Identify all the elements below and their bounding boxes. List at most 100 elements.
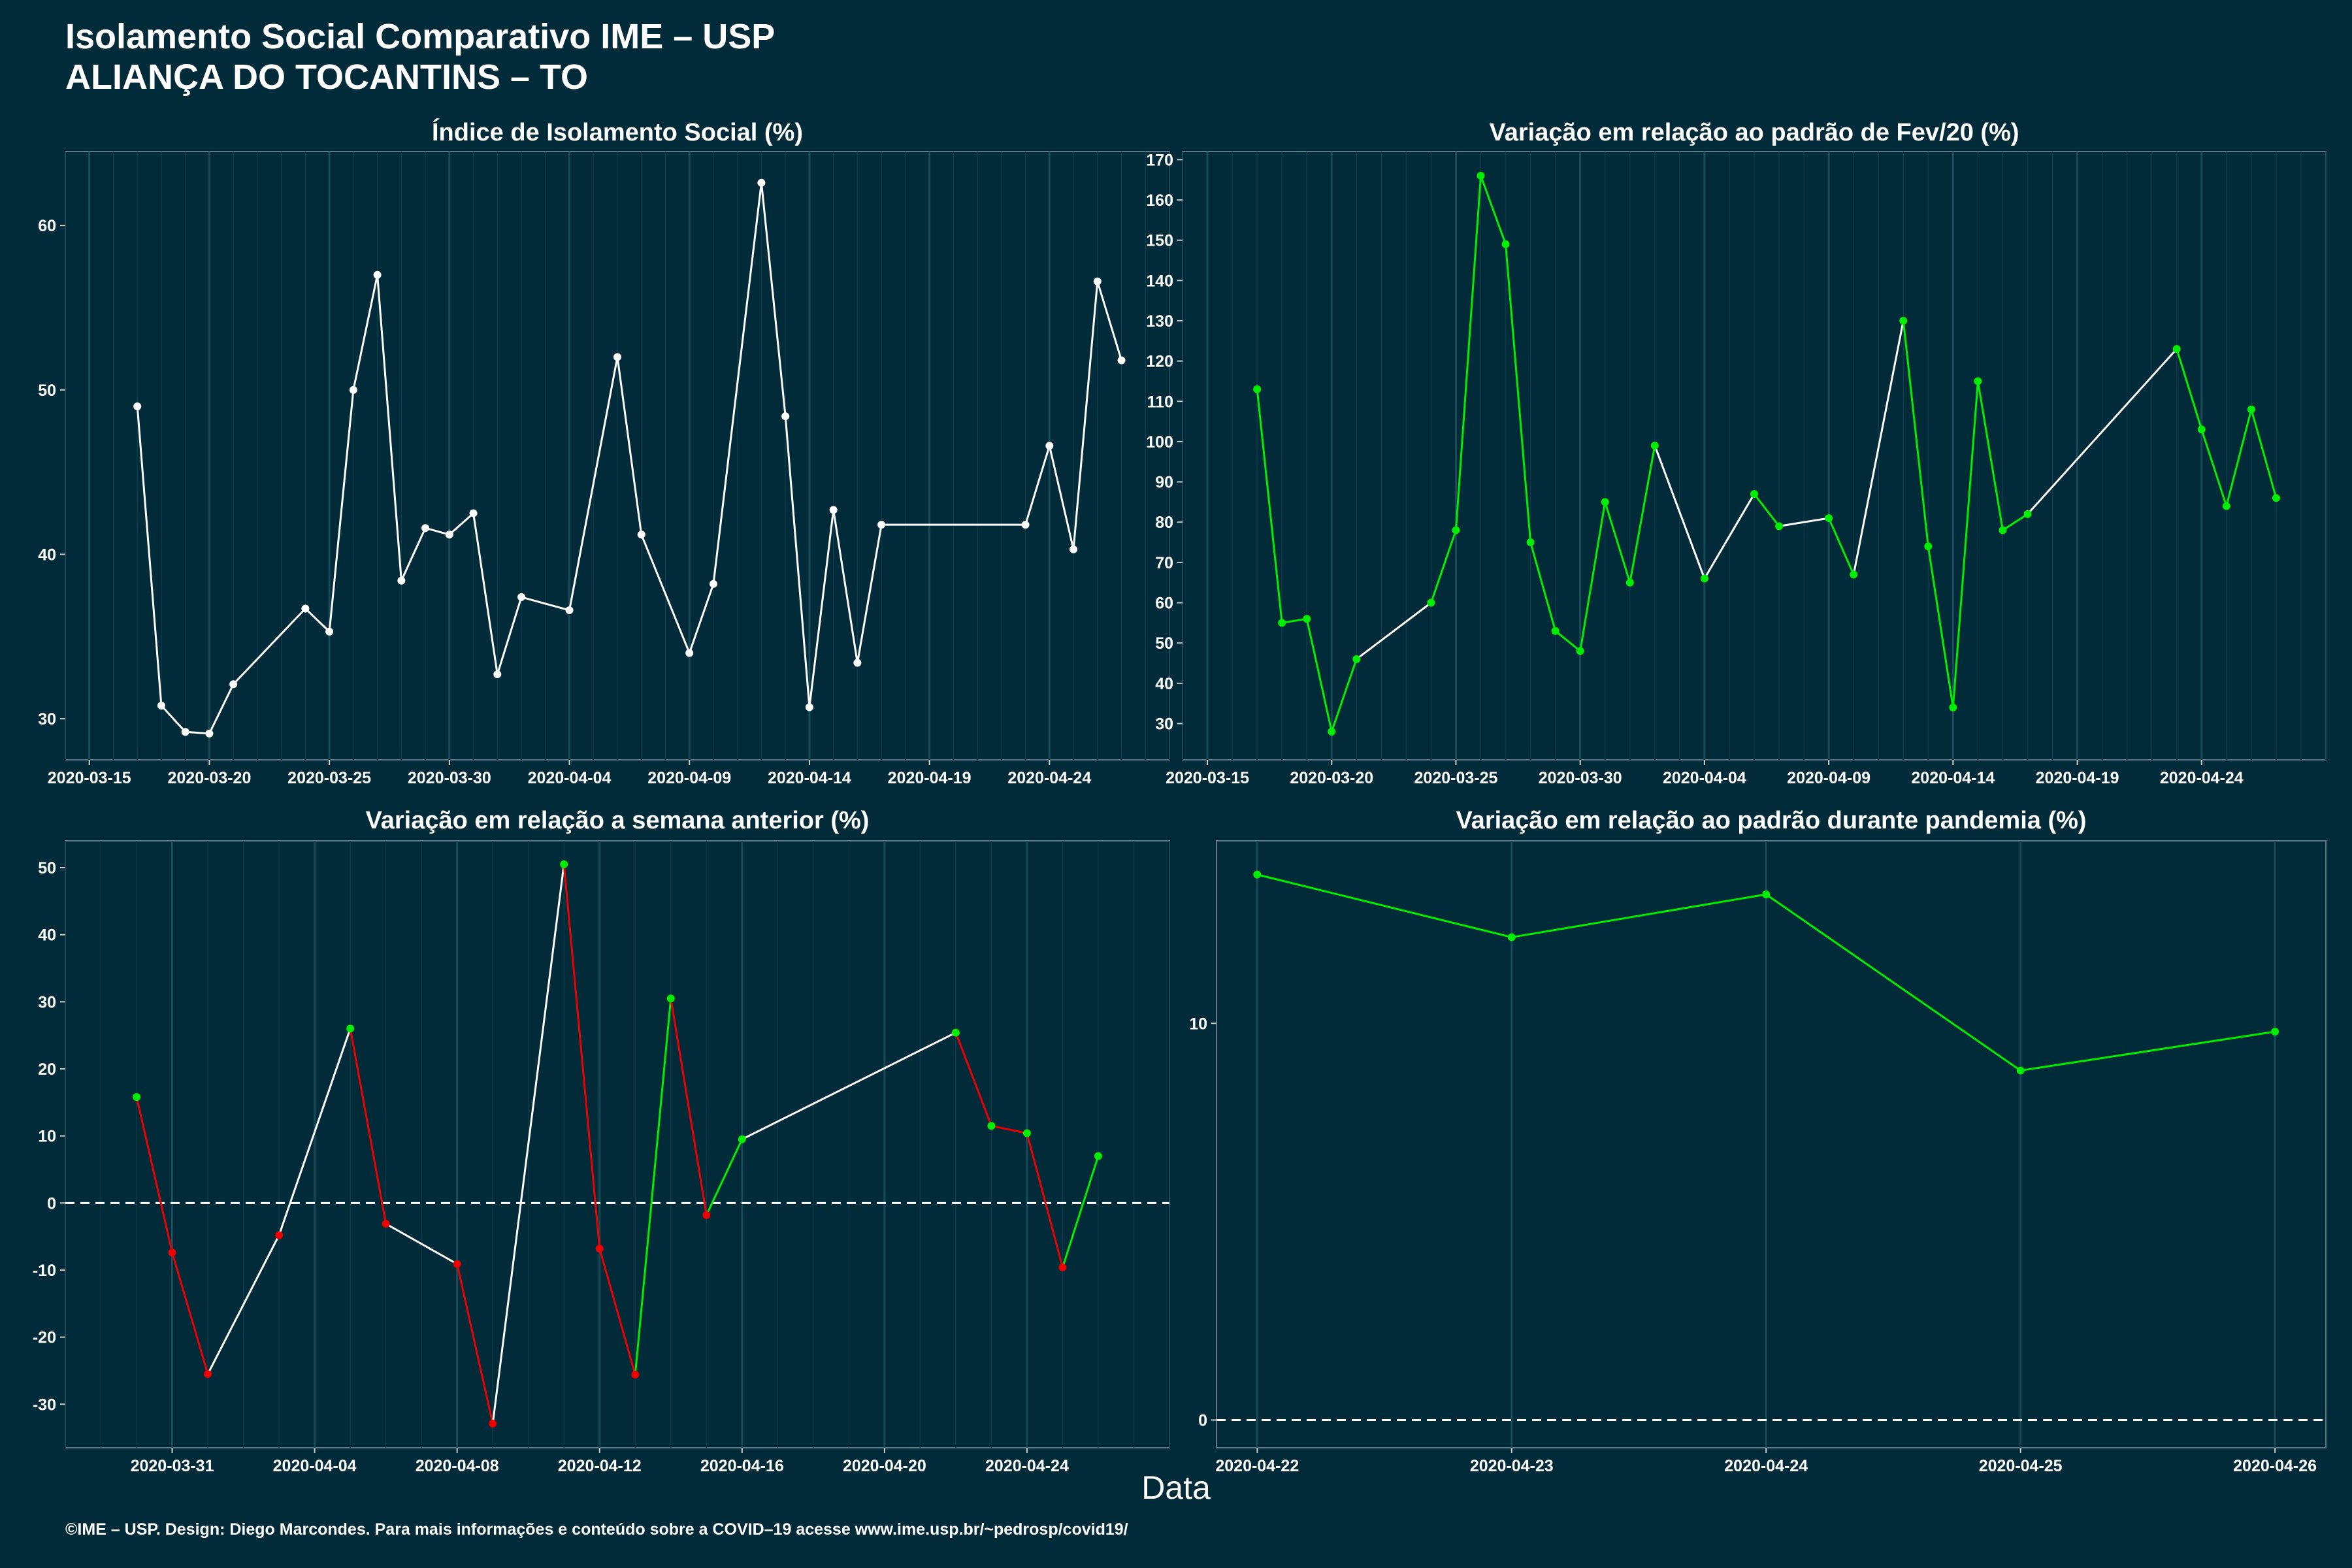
data-point	[2016, 1066, 2025, 1075]
series-segment	[491, 864, 565, 1424]
x-tick-label: 2020-04-22	[1215, 1457, 1299, 1475]
series-segment	[496, 596, 523, 675]
series-segment	[1629, 445, 1656, 583]
data-point	[2172, 345, 2181, 353]
data-point	[685, 649, 694, 657]
series-segment	[1827, 517, 1855, 575]
y-tick-label: 40	[1155, 675, 1173, 693]
data-point	[469, 509, 478, 517]
data-point	[1974, 377, 1982, 385]
data-point	[709, 580, 717, 588]
data-point	[382, 1220, 390, 1228]
series-segment	[1529, 542, 1557, 632]
data-point	[1924, 542, 1933, 551]
y-tick-label: 20	[38, 1060, 56, 1079]
x-tick-label: 2020-03-15	[48, 769, 131, 787]
series-segment	[400, 527, 427, 581]
y-tick-label: 60	[38, 217, 56, 235]
series-segment	[616, 357, 643, 535]
series-segment	[1096, 281, 1122, 361]
panel-title: Índice de Isolamento Social (%)	[432, 118, 803, 146]
series-segment	[2250, 409, 2278, 498]
series-segment	[856, 524, 883, 663]
data-point	[301, 604, 310, 613]
series-segment	[1765, 893, 2021, 1071]
data-point	[1551, 627, 1560, 635]
x-tick-label: 2020-04-12	[558, 1457, 642, 1475]
series-segment	[1256, 389, 1283, 623]
data-point	[275, 1231, 284, 1239]
series-segment	[448, 512, 474, 536]
data-point	[781, 412, 790, 421]
data-point	[204, 1370, 212, 1379]
y-tick-label: 0	[1198, 1411, 1207, 1429]
series-segment	[1505, 244, 1532, 543]
data-point	[346, 1024, 355, 1033]
data-point	[565, 606, 574, 615]
data-point	[1899, 316, 1908, 325]
series-segment	[1952, 381, 1979, 708]
y-tick-label: 30	[1155, 715, 1173, 734]
series-segment	[1927, 546, 1954, 708]
x-tick-label: 2020-03-25	[1414, 769, 1498, 787]
data-point	[1058, 1263, 1067, 1271]
data-point	[373, 270, 382, 279]
series-segment	[2225, 409, 2253, 506]
x-tick-label: 2020-04-04	[1663, 769, 1746, 787]
chart-panel-2: 30 40 50 60 70 80 90 100 110 120 130 140 150 160 170 20…	[1146, 119, 2327, 787]
series-segment	[160, 704, 186, 733]
data-point	[325, 627, 334, 636]
series-segment	[808, 510, 835, 708]
series-segment	[1511, 893, 1767, 939]
plot-area	[1216, 840, 2327, 1448]
y-tick-label: 70	[1155, 554, 1173, 572]
x-tick-label: 2020-04-24	[1724, 1457, 1808, 1475]
data-point	[1477, 171, 1485, 180]
data-point	[1999, 526, 2007, 534]
data-point	[853, 659, 862, 667]
data-point	[1501, 240, 1510, 248]
series-segment	[1554, 630, 1581, 652]
x-axis-label: Data	[1141, 1469, 1211, 1506]
data-point	[1328, 727, 1336, 736]
y-tick-label: 40	[38, 926, 56, 945]
data-point	[157, 701, 165, 710]
data-point	[1070, 545, 1078, 553]
series-segment	[1753, 493, 1780, 527]
data-point	[168, 1249, 176, 1257]
series-segment	[1256, 874, 1512, 939]
data-point	[397, 576, 406, 585]
data-point	[1762, 890, 1771, 898]
y-tick-label: 170	[1146, 151, 1173, 169]
y-tick-label: 90	[1155, 474, 1173, 492]
y-tick-label: 50	[38, 382, 56, 400]
series-segment	[1703, 493, 1756, 580]
x-tick-label: 2020-04-08	[416, 1457, 499, 1475]
data-point	[1253, 870, 1262, 879]
data-point	[133, 1093, 141, 1102]
data-point	[1117, 356, 1126, 365]
series-segment	[1072, 281, 1099, 550]
data-point	[987, 1122, 996, 1130]
y-tick-label: 130	[1146, 312, 1173, 331]
x-tick-label: 2020-03-20	[167, 769, 251, 787]
series-segment	[2027, 348, 2178, 515]
data-point	[1278, 619, 1286, 627]
series-segment	[1048, 446, 1075, 550]
data-point	[613, 353, 621, 361]
series-segment	[1330, 659, 1358, 732]
x-tick-label: 2020-04-09	[1787, 769, 1870, 787]
series-segment	[760, 182, 787, 417]
series-segment	[328, 389, 355, 632]
series-segment	[1480, 175, 1507, 245]
data-point	[453, 1260, 461, 1268]
x-tick-label: 2020-04-16	[700, 1457, 784, 1475]
y-tick-label: 10	[1189, 1015, 1207, 1033]
footer-credit: ©IME – USP. Design: Diego Marcondes. Par…	[65, 1520, 1128, 1539]
series-segment	[640, 534, 691, 654]
y-tick-label: 80	[1155, 514, 1173, 532]
series-segment	[1281, 617, 1307, 624]
data-point	[1775, 522, 1784, 531]
series-segment	[376, 274, 402, 581]
plot-area	[65, 840, 1170, 1448]
